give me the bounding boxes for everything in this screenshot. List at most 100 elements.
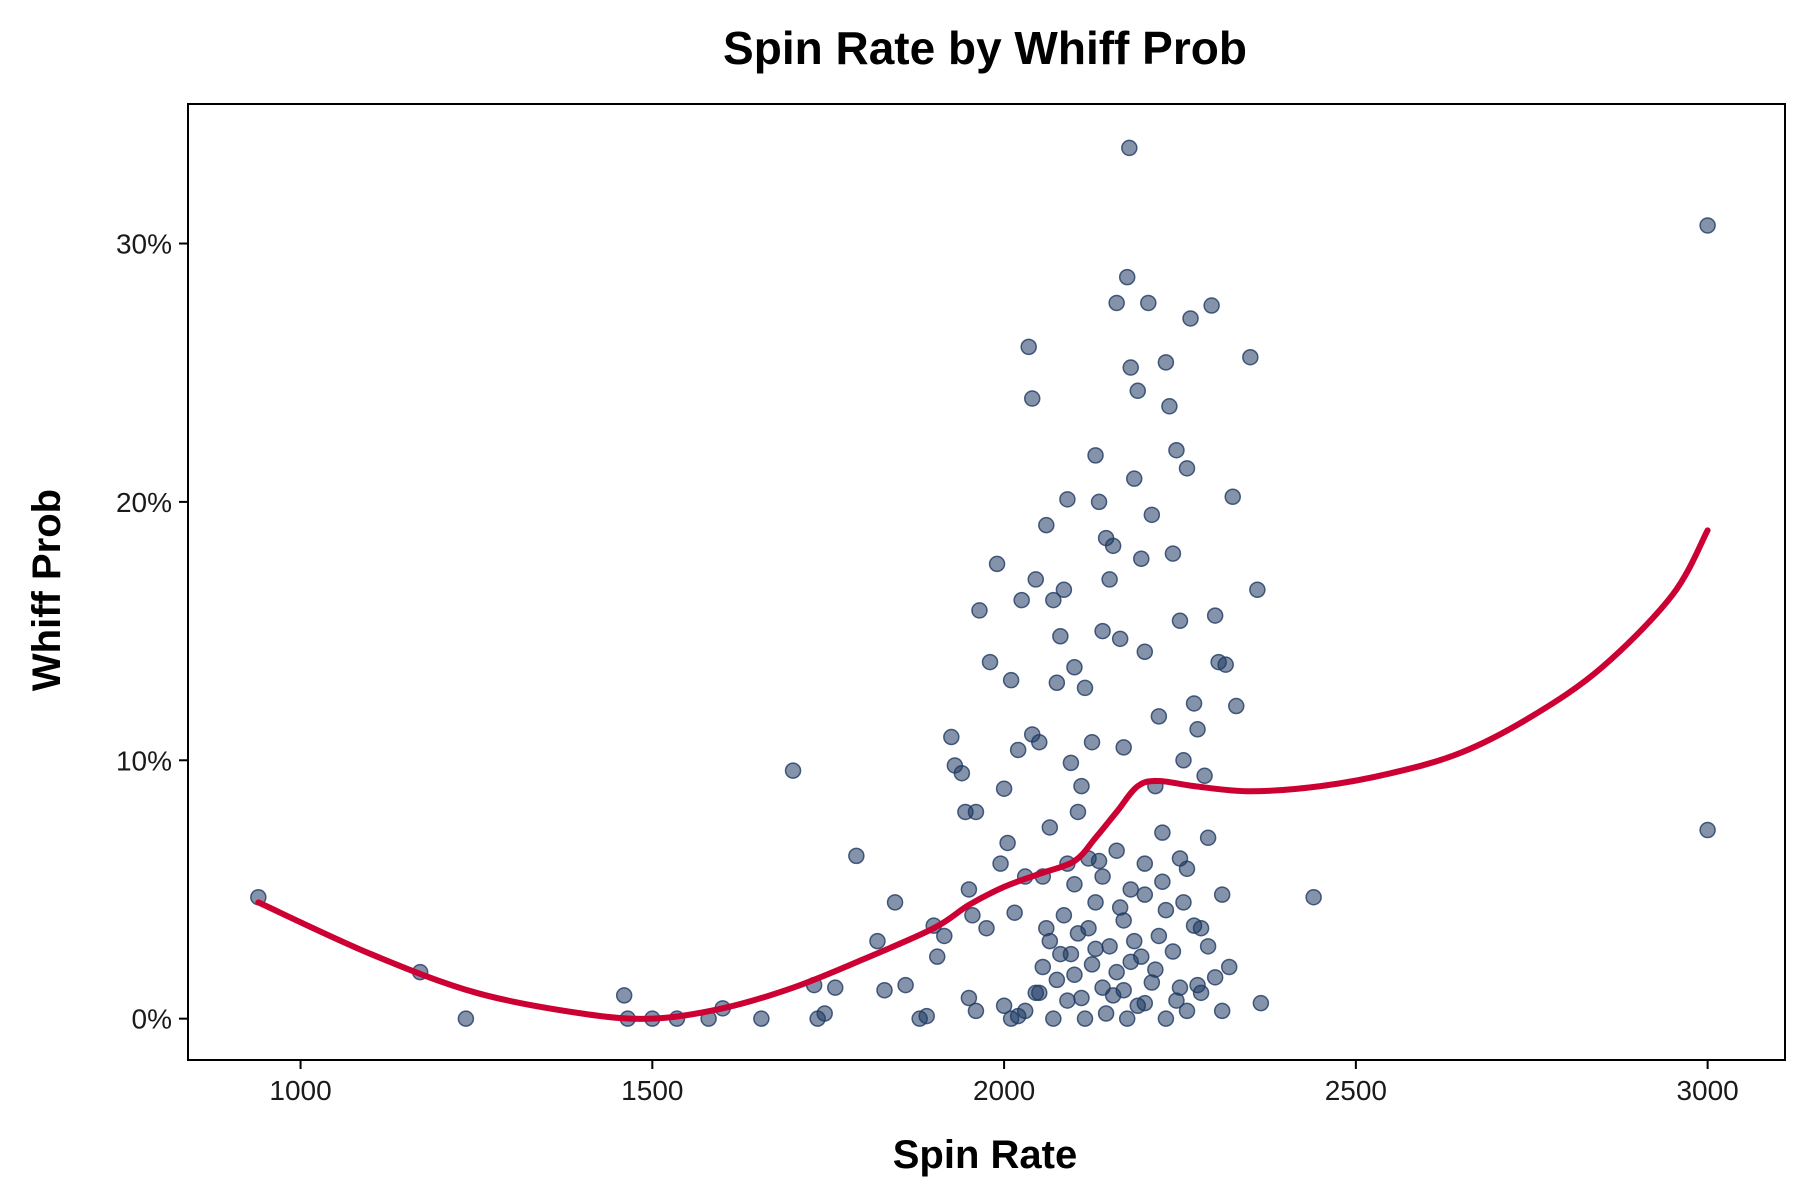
data-point [1136,855,1154,872]
data-point [992,855,1009,872]
data-point [1121,139,1138,157]
data-point [999,834,1016,852]
data-point [1052,945,1069,963]
data-point [995,780,1013,797]
data-point [1031,733,1048,751]
data-point [1002,671,1020,689]
data-point [1136,886,1154,903]
data-point [1199,938,1217,955]
data-point [826,979,844,996]
x-tick-label: 3000 [1676,1075,1738,1106]
data-point [1048,971,1066,989]
data-point [1228,697,1245,715]
data-point [1066,876,1083,893]
data-point [1115,981,1132,999]
y-axis: 0% 10% 20% 30% [116,229,188,1035]
data-point [457,1010,475,1027]
data-point [1090,852,1108,870]
data-point [1249,581,1266,599]
data-point [1083,733,1101,751]
data-point [1083,956,1101,973]
data-point [1217,656,1234,673]
data-point [1199,829,1217,847]
data-point [1027,571,1044,588]
data-point [886,894,904,911]
data-point [1013,591,1030,609]
data-point [1133,948,1150,965]
data-point [1073,777,1090,795]
data-point [1125,470,1143,487]
data-point [1178,1002,1196,1020]
data-point [1699,217,1716,234]
y-axis-title: Whiff Prob [25,489,69,691]
data-point [1175,752,1192,769]
data-point [1045,591,1062,609]
data-point [753,1010,770,1027]
data-point [1171,850,1189,867]
data-point [1002,1010,1020,1027]
data-point [1023,390,1041,407]
data-point [995,997,1013,1014]
data-point [1009,741,1027,759]
points-layer [250,139,1716,1027]
data-point [1090,493,1108,511]
data-point [1041,819,1059,836]
data-point [964,907,981,924]
data-point [1038,919,1055,937]
data-point [1178,460,1196,477]
data-point [1115,739,1132,756]
data-point [1108,842,1125,859]
data-point [960,881,978,898]
data-point [1087,894,1104,911]
data-point [1055,581,1073,599]
data-point [615,987,633,1004]
data-point [784,762,802,779]
x-tick-label: 2000 [973,1075,1035,1106]
data-point [988,555,1006,573]
data-point [960,989,978,1007]
data-point [1111,899,1129,916]
data-point [1175,894,1192,911]
data-point [1052,628,1069,645]
data-point [1062,754,1080,772]
data-point [1252,994,1270,1012]
data-point [1140,294,1157,312]
y-tick-label: 30% [116,229,172,260]
data-point [1136,643,1154,661]
data-point [971,602,988,619]
data-point [1118,1010,1136,1027]
data-point [1069,925,1087,942]
data-point [1048,674,1066,692]
x-tick-label: 2500 [1325,1075,1387,1106]
data-point [1136,994,1154,1012]
data-point [1087,940,1104,958]
data-point [1168,992,1185,1009]
x-tick-label: 1000 [269,1075,331,1106]
data-point [1094,868,1111,885]
data-point [953,764,971,782]
data-point [1006,904,1023,921]
data-point [1122,881,1139,898]
data-point [1108,294,1125,312]
data-point [1059,491,1076,508]
data-point [1157,1010,1175,1027]
data-point [929,948,946,965]
data-point [1220,958,1238,976]
y-tick-label: 10% [116,745,172,776]
data-point [1189,976,1206,994]
data-point [1097,1005,1115,1022]
plot-frame [187,103,1786,1061]
data-point [1154,824,1171,841]
data-point [1059,992,1076,1009]
data-point [1242,348,1259,366]
data-point [918,1007,935,1025]
data-point [1196,767,1213,785]
data-point [978,919,995,937]
data-point [1101,571,1118,588]
data-point [1118,268,1136,286]
data-point [1150,927,1168,945]
data-point [1094,622,1111,640]
data-point [1164,943,1182,960]
data-point [1150,708,1168,725]
